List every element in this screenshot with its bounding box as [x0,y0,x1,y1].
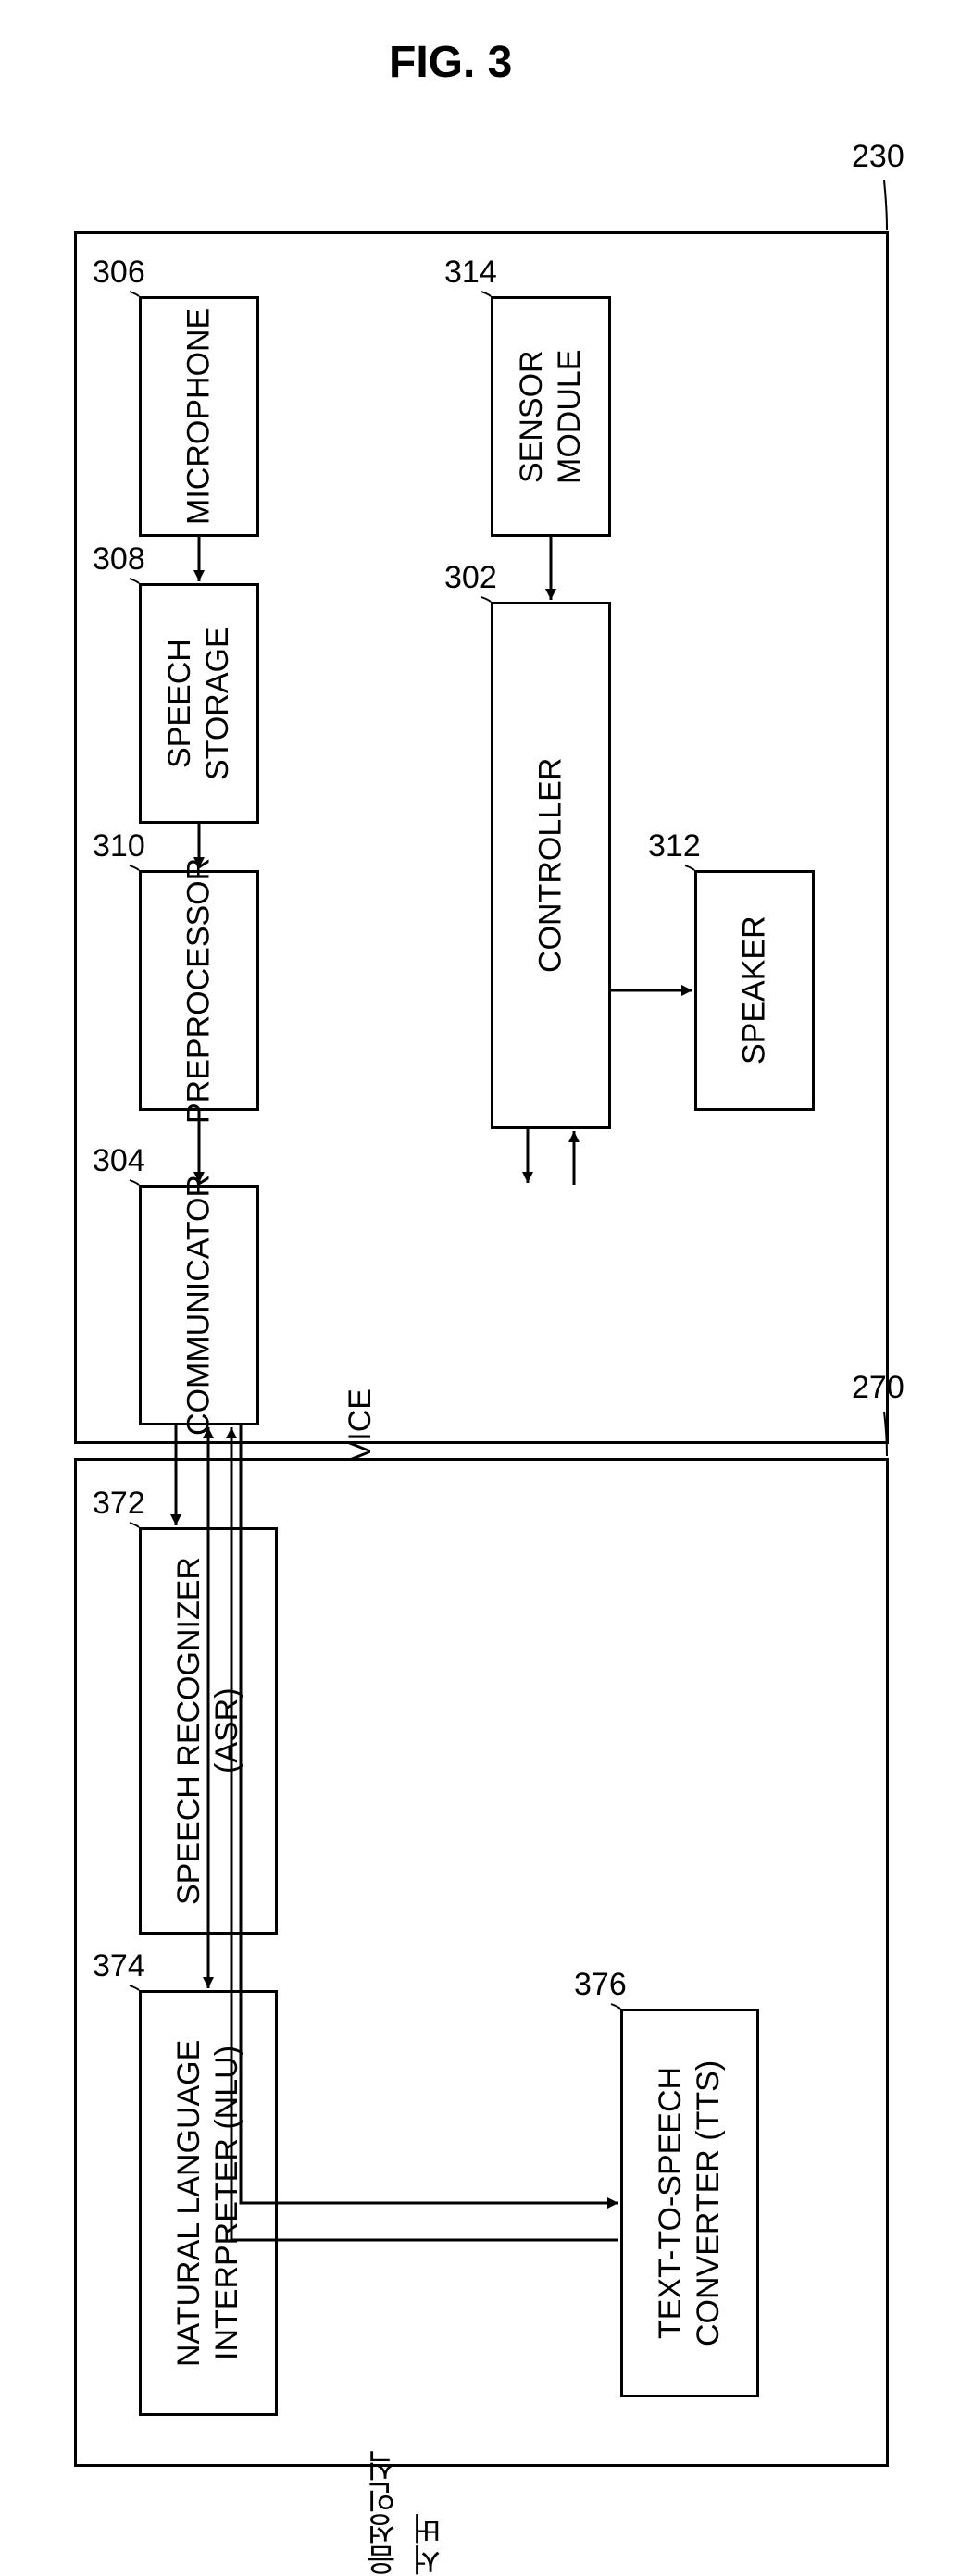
sensor-module-ref: 314 [444,255,497,291]
tts-block: TEXT-TO-SPEECH CONVERTER (TTS) [620,2009,759,2397]
server-ref: 270 [852,1370,904,1406]
controller-ref: 302 [444,560,497,596]
preprocessor-ref: 310 [93,828,145,865]
server-label: 음성인식 서버 [361,2425,452,2576]
nlu-ref: 374 [93,1948,145,1985]
controller-block: CONTROLLER [491,602,611,1129]
preprocessor-block: PREPROCESSOR [139,870,259,1111]
speech-storage-block: SPEECH STORAGE [139,583,259,824]
speaker-block: SPEAKER [694,870,815,1111]
nlu-block: NATURAL LANGUAGE INTERPRETER (NLU) [139,1990,278,2416]
tts-ref: 376 [574,1967,627,2003]
figure-title: FIG. 3 [389,37,512,88]
page: FIG. 3 SPEECH RECOGNITION DEVICE 230 음성인… [0,0,973,2576]
asr-block: SPEECH RECOGNIZER (ASR) [139,1527,278,1935]
sensor-module-block: SENSOR MODULE [491,296,611,537]
speaker-ref: 312 [648,828,701,865]
device-ref: 230 [852,139,904,175]
communicator-block: COMMUNICATOR [139,1185,259,1425]
speech-storage-ref: 308 [93,541,145,578]
communicator-ref: 304 [93,1143,145,1179]
microphone-block: MICROPHONE [139,296,259,537]
asr-ref: 372 [93,1486,145,1522]
microphone-ref: 306 [93,255,145,291]
